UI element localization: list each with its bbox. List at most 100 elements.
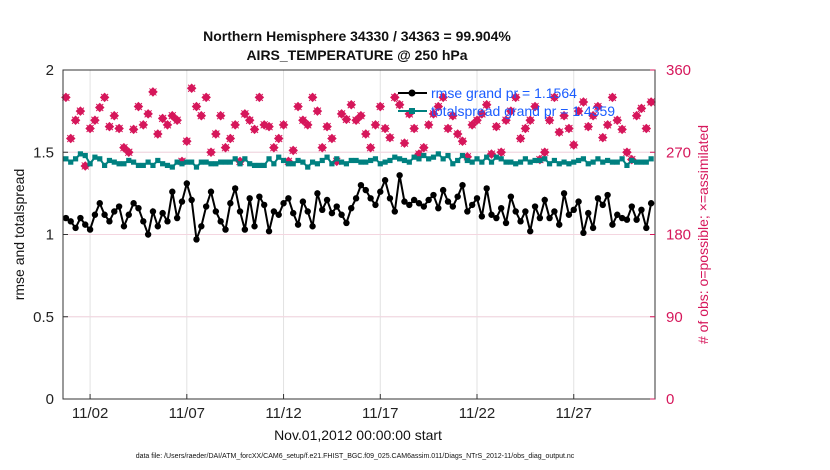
obs-assimilated-marker: [62, 93, 70, 102]
rmse-point: [304, 208, 311, 215]
totalspread-point: [155, 157, 161, 164]
plot-series: [61, 83, 656, 243]
totalspread-point: [305, 164, 311, 170]
rmse-point: [106, 218, 113, 225]
rmse-point: [609, 221, 616, 228]
obs-assimilated-marker: [376, 102, 385, 111]
obs-assimilated-marker: [110, 111, 119, 120]
rmse-point: [444, 198, 452, 205]
obs-assimilated-marker: [555, 128, 564, 136]
rmse-point: [290, 209, 297, 217]
obs-assimilated-marker: [202, 93, 211, 102]
obs-assimilated-marker: [221, 143, 230, 152]
totalspread-point: [561, 159, 567, 165]
totalspread-point: [256, 162, 262, 169]
obs-assimilated-marker: [497, 148, 506, 157]
totalspread-point: [488, 159, 495, 165]
obs-assimilated-marker: [618, 125, 626, 134]
obs-assimilated-marker: [342, 115, 351, 124]
rmse-point: [212, 208, 220, 215]
obs-assimilated-marker: [129, 125, 138, 134]
rmse-point: [570, 206, 577, 214]
obs-assimilated-marker: [637, 104, 646, 113]
totalspread-point: [343, 161, 350, 167]
totalspread-point: [614, 159, 620, 165]
obs-assimilated-marker: [270, 143, 278, 152]
totalspread-point: [338, 159, 345, 165]
obs-assimilated-marker: [400, 139, 409, 147]
y2-tick-label: 360: [666, 62, 691, 79]
totalspread-point: [169, 164, 175, 170]
rmse-point: [459, 181, 466, 189]
rmse-point: [343, 219, 350, 227]
rmse-point: [391, 208, 398, 215]
rmse-point: [231, 185, 239, 192]
rmse-point: [449, 203, 457, 210]
obs-assimilated-marker: [91, 116, 99, 125]
totalspread-point: [82, 152, 88, 159]
totalspread-point: [406, 159, 412, 165]
rmse-point: [589, 224, 597, 232]
totalspread-point: [401, 157, 408, 164]
obs-assimilated-marker: [473, 116, 481, 125]
obs-assimilated-marker: [158, 114, 167, 123]
obs-assimilated-marker: [584, 122, 593, 131]
rmse-point: [144, 231, 152, 238]
totalspread-point: [189, 159, 195, 165]
rmse-point: [140, 218, 147, 225]
totalspread-point: [590, 159, 596, 165]
totalspread-point: [140, 162, 146, 169]
obs-assimilated-marker: [66, 134, 75, 143]
obs-assimilated-marker: [565, 124, 573, 133]
totalspread-point: [493, 154, 499, 160]
chart-subtitle: AIRS_TEMPERATURE @ 250 hPa: [246, 47, 467, 63]
totalspread-point: [522, 156, 528, 162]
totalspread-point: [484, 154, 490, 160]
obs-assimilated-marker: [71, 116, 80, 125]
obs-assimilated-marker: [192, 102, 201, 111]
rmse-point: [415, 200, 423, 207]
obs-assimilated-marker: [632, 111, 641, 120]
rmse-point: [425, 196, 432, 204]
obs-assimilated-marker: [265, 122, 273, 131]
obs-assimilated-marker: [231, 120, 240, 129]
totalspread-point: [368, 157, 374, 164]
obs-assimilated-marker: [439, 93, 448, 102]
totalspread-point: [542, 156, 548, 162]
totalspread-point: [575, 157, 582, 164]
rmse-point: [338, 211, 345, 218]
y-axis-label: rmse and totalspread: [11, 169, 27, 301]
totalspread-point: [111, 159, 117, 165]
x-tick-label: 11/12: [265, 405, 301, 422]
rmse-point: [546, 214, 553, 222]
totalspread-point: [348, 157, 354, 164]
totalspread-point: [469, 159, 475, 165]
rmse-point: [348, 204, 355, 212]
totalspread-point: [285, 161, 291, 167]
obs-assimilated-marker: [211, 130, 220, 138]
totalspread-point: [532, 157, 538, 164]
rmse-point: [556, 221, 563, 228]
rmse-point: [594, 195, 602, 202]
totalspread-point: [237, 161, 243, 167]
totalspread-point: [595, 156, 601, 162]
totalspread-point: [251, 162, 258, 169]
rmse-point: [497, 204, 505, 212]
rmse-point: [207, 188, 215, 195]
totalspread-point: [556, 161, 562, 167]
totalspread-point: [634, 159, 640, 165]
totalspread-point: [184, 159, 190, 165]
totalspread-point: [430, 154, 437, 160]
rmse-point: [202, 203, 210, 210]
axes: 11/02 11/07 11/12 11/17 11/22 11/27 0 0.5 1 1.5 2 0…: [33, 62, 691, 422]
totalspread-point: [421, 152, 427, 159]
rmse-point: [599, 201, 606, 209]
totalspread-point: [193, 164, 200, 170]
obs-assimilated-marker: [419, 143, 428, 152]
totalspread-point: [324, 154, 330, 160]
rmse-point: [96, 200, 103, 207]
rmse-point: [638, 206, 645, 214]
rmse-point: [314, 190, 321, 197]
y2-tick-label: 90: [666, 309, 683, 326]
totalspread-point: [334, 156, 340, 162]
